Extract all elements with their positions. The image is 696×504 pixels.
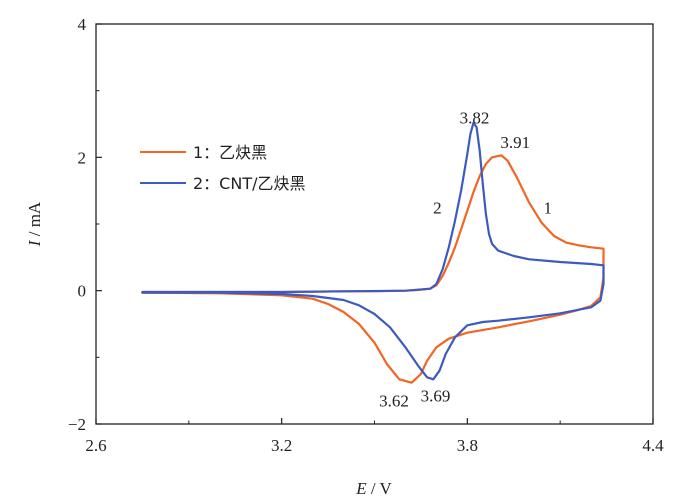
series-line-2 xyxy=(141,121,605,381)
y-tick-label: 4 xyxy=(78,15,87,34)
legend: 1：乙炔黑 2：CNT/乙炔黑 xyxy=(140,143,306,193)
annotation-layer: 3.82 3.91 1 2 3.62 3.69 xyxy=(379,108,552,410)
annotation-label: 3.62 xyxy=(379,392,409,411)
axis-ticks: 2.6 3.2 3.8 4.4 −2 0 2 4 xyxy=(68,15,664,455)
x-axis-title: E / V xyxy=(355,479,392,498)
annotation-label: 3.91 xyxy=(500,133,530,152)
x-axis-unit: / V xyxy=(367,479,393,498)
y-axis-variable: I xyxy=(25,239,44,247)
plot-frame xyxy=(95,23,654,425)
series-line-1 xyxy=(141,154,605,384)
legend-label-series-2: 2：CNT/乙炔黑 xyxy=(193,174,306,193)
x-tick-label: 4.4 xyxy=(642,436,664,455)
y-tick-label: −2 xyxy=(68,415,86,434)
annotation-label: 2 xyxy=(433,198,442,217)
x-tick-label: 2.6 xyxy=(85,436,106,455)
annotation-label: 3.82 xyxy=(460,108,490,127)
x-tick-label: 3.8 xyxy=(457,436,478,455)
plot-area-border xyxy=(95,23,654,425)
annotation-label: 3.69 xyxy=(421,386,451,405)
legend-label-series-1: 1：乙炔黑 xyxy=(193,143,267,162)
y-tick-label: 2 xyxy=(78,148,87,167)
x-tick-label: 3.2 xyxy=(271,436,292,455)
series-layer xyxy=(141,121,605,384)
annotation-label: 1 xyxy=(544,198,553,217)
y-axis-unit: / mA xyxy=(25,201,44,240)
y-axis-title: I / mA xyxy=(25,201,44,247)
x-axis-variable: E xyxy=(355,479,367,498)
y-tick-label: 0 xyxy=(78,282,87,301)
